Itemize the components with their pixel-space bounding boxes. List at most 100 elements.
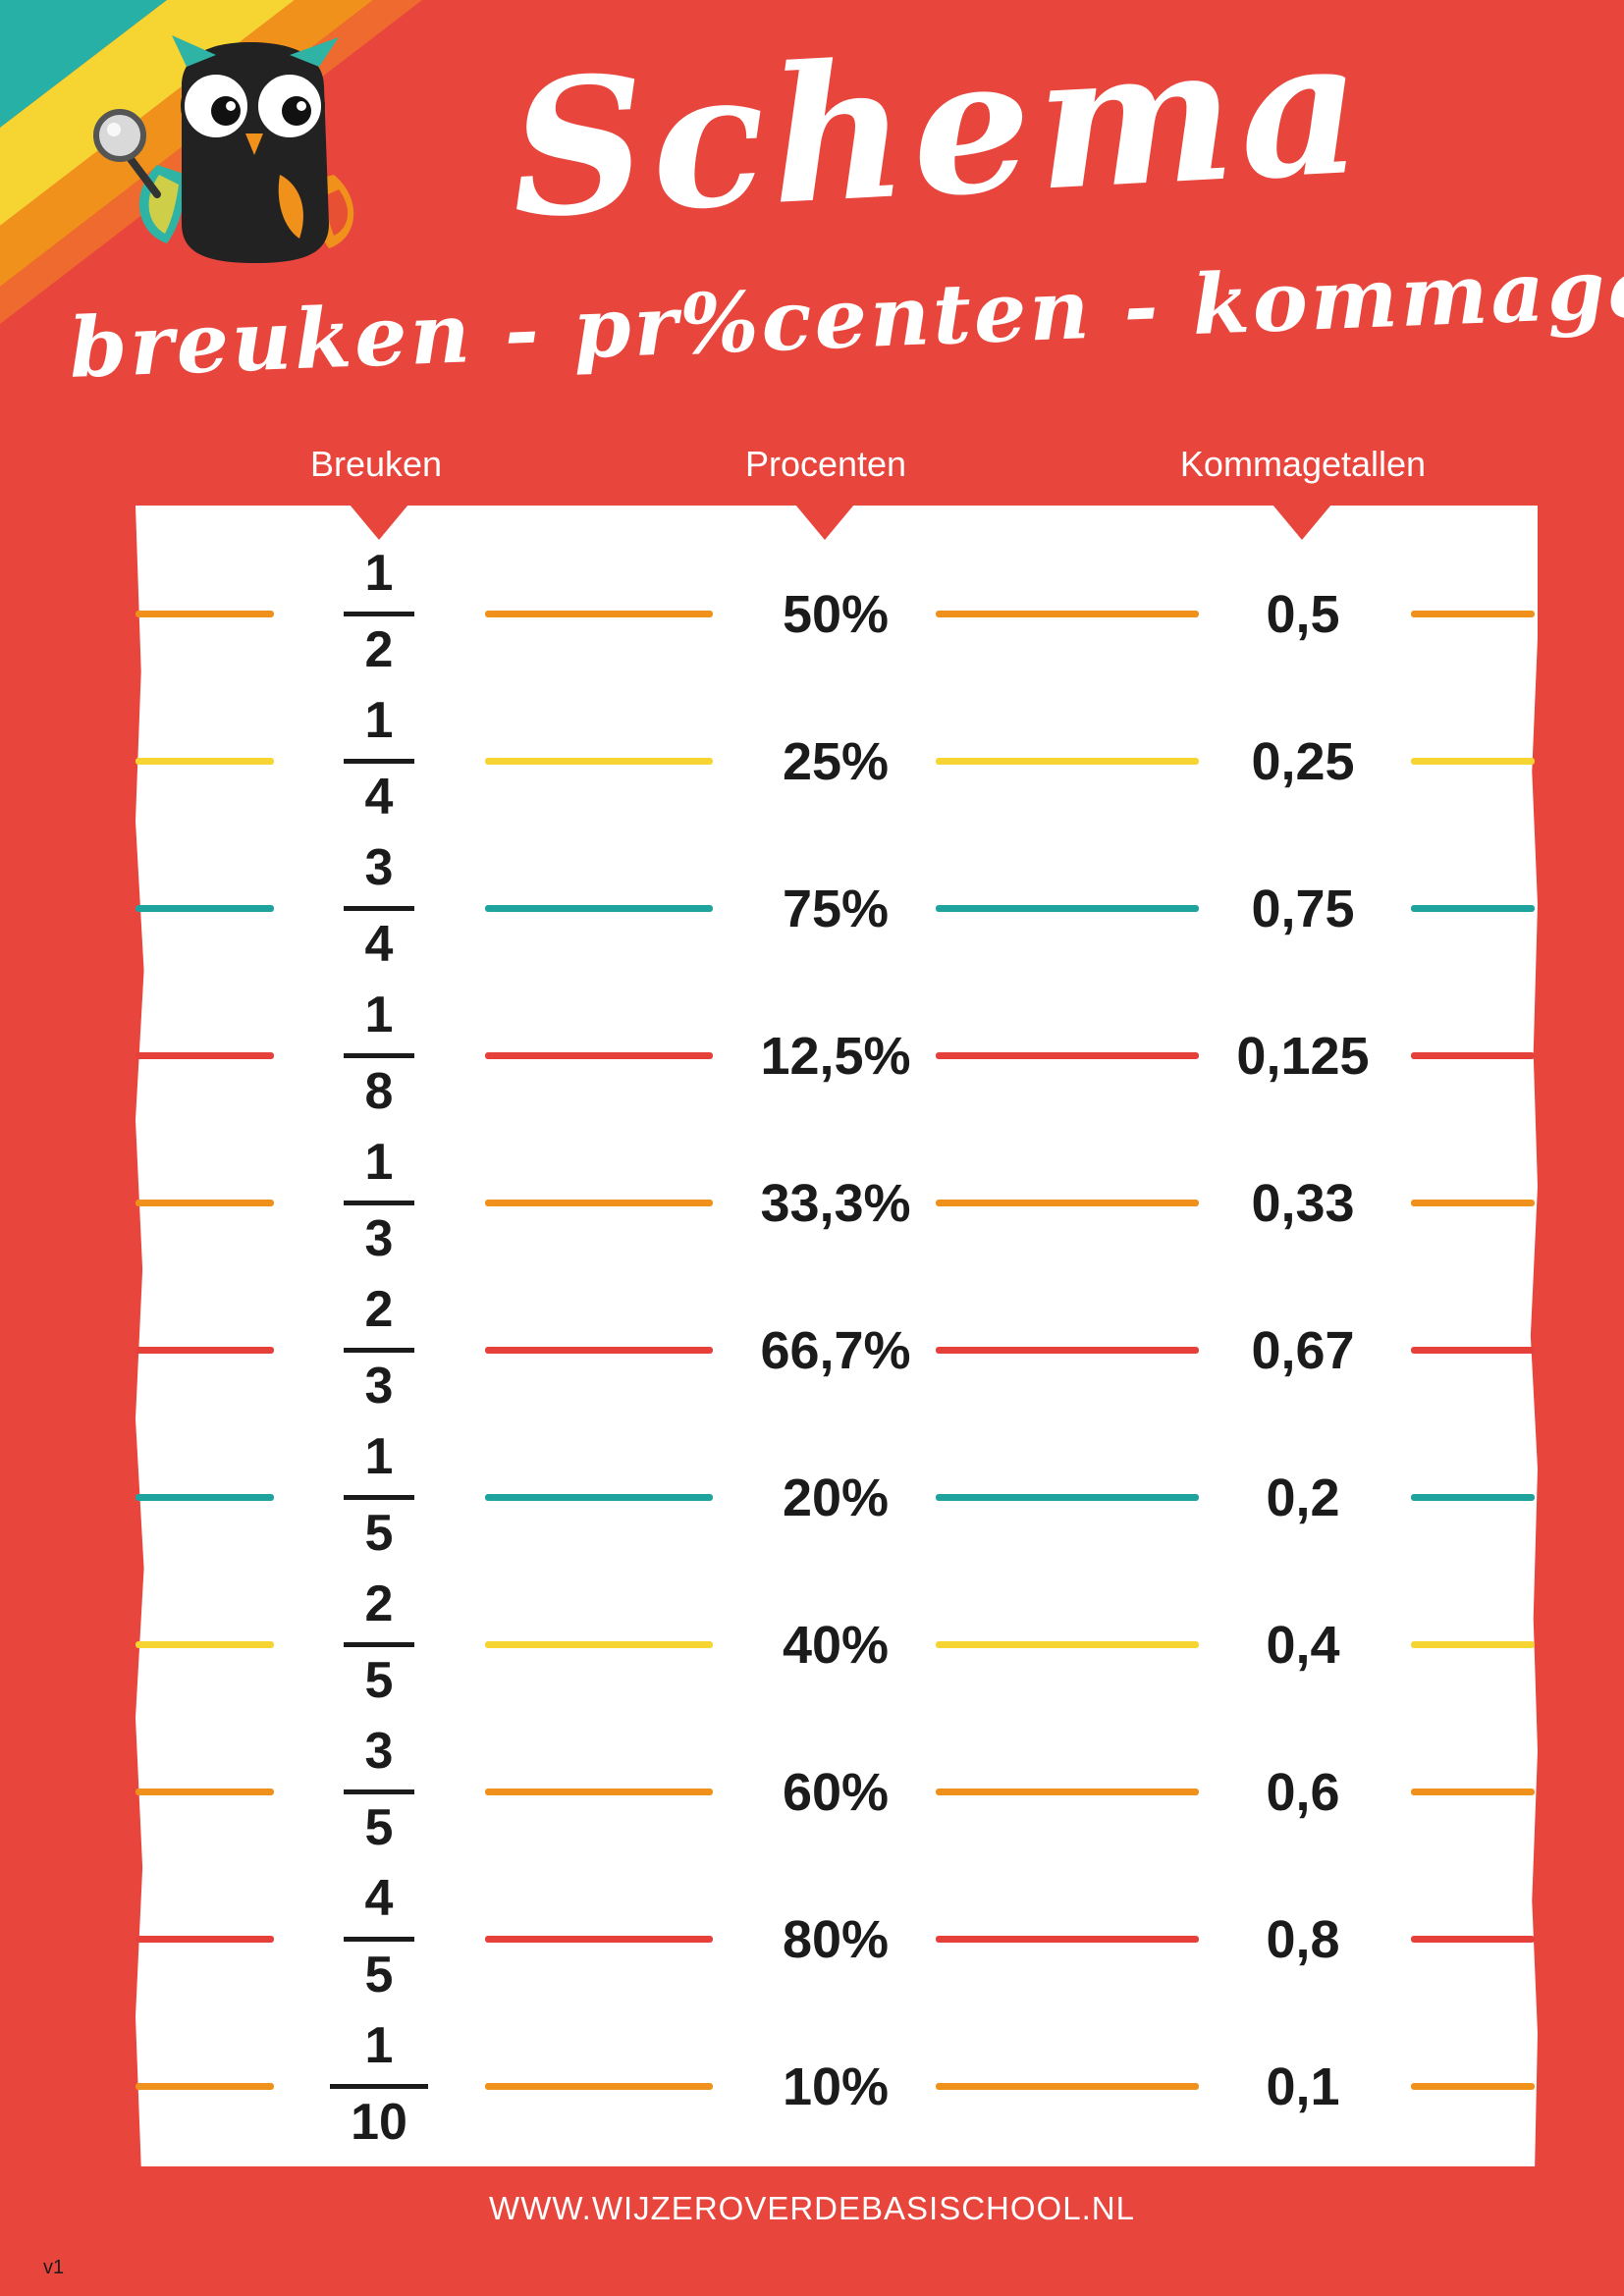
table-row: 1 5 20% 0,2	[0, 1423, 1624, 1571]
fraction-bar	[344, 1789, 414, 1794]
row-divider-line	[485, 1347, 713, 1354]
percent-value: 40%	[782, 1616, 890, 1675]
row-divider-line	[1411, 611, 1535, 617]
row-divider-line	[936, 611, 1199, 617]
row-divider-line	[1411, 905, 1535, 912]
row-divider-line	[135, 611, 274, 617]
row-divider-line	[936, 1052, 1199, 1059]
fraction-bar	[344, 1495, 414, 1500]
row-divider-line	[936, 905, 1199, 912]
column-pointer-breuken	[350, 505, 408, 540]
decimal-value: 0,67	[1251, 1321, 1355, 1380]
row-divider-line	[485, 1200, 713, 1206]
row-divider-line	[485, 1641, 713, 1648]
fraction-bar	[344, 1937, 414, 1942]
column-pointer-kommagetallen	[1272, 505, 1331, 540]
fraction-numerator: 1	[364, 2017, 394, 2074]
row-divider-line	[1411, 1494, 1535, 1501]
decimal-value: 0,5	[1266, 585, 1340, 644]
decimal-value: 0,75	[1251, 880, 1355, 938]
row-divider-line	[135, 905, 274, 912]
row-divider-line	[135, 1347, 274, 1354]
fraction-bar	[344, 759, 414, 764]
percent-value: 50%	[782, 585, 890, 644]
row-divider-line	[485, 611, 713, 617]
row-divider-line	[936, 1641, 1199, 1648]
fraction-bar	[344, 1053, 414, 1058]
fraction-denominator: 8	[364, 1063, 394, 1120]
fraction-denominator: 5	[364, 1799, 394, 1856]
fraction-bar	[344, 906, 414, 911]
row-divider-line	[135, 1200, 274, 1206]
percent-value: 75%	[782, 880, 890, 938]
fraction-bar	[344, 612, 414, 616]
row-divider-line	[936, 1347, 1199, 1354]
table-row: 1 3 33,3% 0,33	[0, 1129, 1624, 1276]
row-divider-line	[1411, 2083, 1535, 2090]
fraction-bar	[344, 1201, 414, 1205]
percent-value: 12,5%	[760, 1027, 911, 1086]
row-divider-line	[1411, 1936, 1535, 1943]
row-divider-line	[1411, 1641, 1535, 1648]
percent-value: 25%	[782, 732, 890, 791]
fraction-denominator: 5	[364, 1652, 394, 1709]
fraction-denominator: 10	[351, 2094, 407, 2151]
page-title: Schema	[505, 0, 1373, 260]
table-row: 3 4 75% 0,75	[0, 834, 1624, 982]
row-divider-line	[485, 905, 713, 912]
percent-value: 66,7%	[760, 1321, 911, 1380]
fraction-denominator: 3	[364, 1210, 394, 1267]
owl-mascot-icon	[93, 35, 354, 263]
row-divider-line	[1411, 1200, 1535, 1206]
row-divider-line	[135, 1789, 274, 1795]
row-divider-line	[485, 1494, 713, 1501]
row-divider-line	[485, 758, 713, 765]
decimal-value: 0,125	[1236, 1027, 1370, 1086]
percent-value: 80%	[782, 1910, 890, 1969]
row-divider-line	[135, 1641, 274, 1648]
row-divider-line	[485, 1052, 713, 1059]
fraction-denominator: 4	[364, 916, 394, 973]
row-divider-line	[1411, 1052, 1535, 1059]
row-divider-line	[1411, 1789, 1535, 1795]
fraction: 1 10	[312, 2012, 446, 2160]
fraction-bar	[344, 1348, 414, 1353]
decimal-value: 0,6	[1266, 1763, 1340, 1822]
decimal-value: 0,1	[1266, 2057, 1340, 2116]
row-divider-line	[135, 1494, 274, 1501]
table-row: 3 5 60% 0,6	[0, 1718, 1624, 1865]
fraction-numerator: 1	[364, 1428, 394, 1485]
fraction-bar	[344, 1642, 414, 1647]
fraction-denominator: 4	[364, 769, 394, 826]
row-divider-line	[936, 2083, 1199, 2090]
table-row: 4 5 80% 0,8	[0, 1865, 1624, 2012]
decimal-value: 0,8	[1266, 1910, 1340, 1969]
row-divider-line	[1411, 758, 1535, 765]
decimal-value: 0,4	[1266, 1616, 1340, 1675]
row-divider-line	[485, 1789, 713, 1795]
fraction-numerator: 2	[364, 1575, 394, 1632]
row-divider-line	[135, 758, 274, 765]
column-pointer-procenten	[795, 505, 854, 540]
row-divider-line	[936, 1494, 1199, 1501]
row-divider-line	[135, 2083, 274, 2090]
conversion-table-panel	[135, 506, 1538, 2166]
decimal-value: 0,2	[1266, 1468, 1340, 1527]
decimal-value: 0,33	[1251, 1174, 1355, 1233]
fraction-numerator: 1	[364, 692, 394, 749]
percent-value: 60%	[782, 1763, 890, 1822]
row-divider-line	[485, 1936, 713, 1943]
row-divider-line	[1411, 1347, 1535, 1354]
fraction-numerator: 2	[364, 1281, 394, 1338]
column-header-kommagetallen: Kommagetallen	[1179, 444, 1427, 484]
